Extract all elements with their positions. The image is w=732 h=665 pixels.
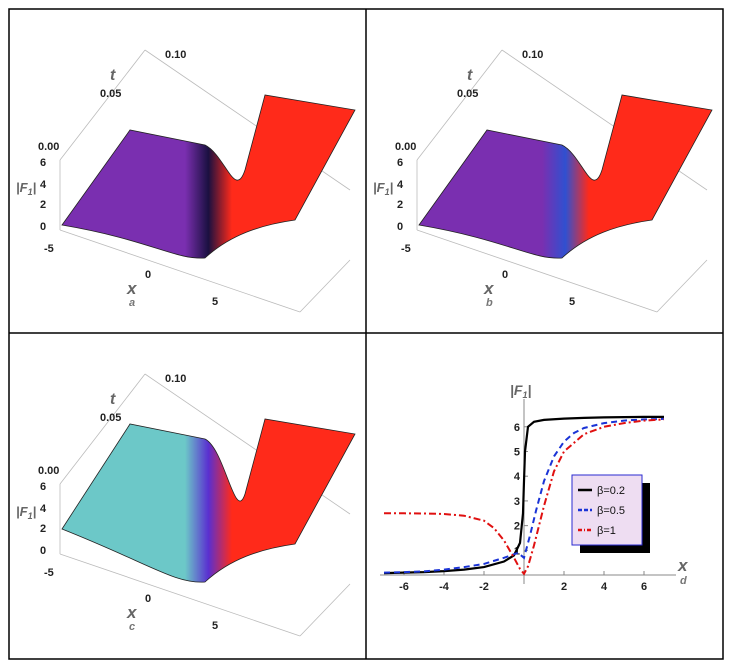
y-axis-label: |F1| [510, 382, 531, 400]
panel-a: 0.00 0.05 0.10 t 0 2 4 6 |F1| -5 0 5 xa [16, 49, 356, 313]
t-tick-label: 0.00 [38, 465, 59, 477]
f-tick-label: 4 [40, 503, 47, 515]
f-tick-label: 6 [397, 157, 403, 169]
y-tick-label: 5 [514, 446, 520, 458]
panel-tag: a [129, 297, 135, 309]
series-line [383, 417, 665, 574]
t-tick-label: 0.05 [100, 412, 121, 424]
x-tick-label: 0 [145, 593, 151, 605]
series-line [384, 418, 665, 576]
panel-tag: c [129, 621, 135, 633]
x-tick-label: 2 [561, 581, 567, 593]
x-tick-label: 5 [212, 620, 218, 632]
x-tick-label: 6 [641, 581, 647, 593]
panel-c: 0.00 0.05 0.10 t 0 2 4 6 |F1| -5 0 5 xc [16, 373, 356, 637]
y-tick-label: 6 [514, 422, 520, 434]
t-tick-label: 0.00 [395, 141, 416, 153]
f-axis-label: |F1| [373, 180, 393, 197]
x-tick-label: 4 [601, 581, 608, 593]
t-tick-label: 0.00 [38, 141, 59, 153]
f-axis-label: |F1| [16, 180, 36, 197]
series-line [383, 415, 664, 575]
box-edge [416, 49, 503, 161]
legend [571, 474, 643, 546]
legend-label: β=0.5 [597, 505, 625, 517]
surface-plot [418, 94, 713, 259]
f-tick-label: 2 [397, 199, 403, 211]
t-tick-label: 0.05 [100, 88, 121, 100]
legend-label: β=1 [597, 525, 616, 537]
x-axis-line [59, 229, 301, 313]
x-tick-label: -5 [44, 567, 54, 579]
x-tick-label: -5 [44, 243, 54, 255]
f-tick-label: 4 [40, 179, 47, 191]
x-tick-label: -6 [399, 581, 409, 593]
panel-tag: d [680, 575, 687, 587]
box-edge [299, 583, 351, 637]
x-tick-label: -2 [479, 581, 489, 593]
x-tick-label: 5 [569, 296, 575, 308]
surface-plot [61, 418, 356, 583]
t-tick-label: 0.10 [165, 373, 186, 385]
y-tick-label: 2 [514, 521, 520, 533]
box-edge [59, 49, 146, 161]
x-tick-label: -5 [401, 243, 411, 255]
legend-label: β=0.2 [597, 485, 625, 497]
f-tick-label: 6 [40, 481, 46, 493]
f-tick-label: 0 [40, 545, 46, 557]
x-axis-label: x [677, 556, 689, 575]
t-axis-label: t [110, 67, 116, 84]
t-axis-label: t [110, 391, 116, 408]
x-axis-label: x [126, 603, 138, 622]
x-axis-line [59, 553, 301, 637]
t-tick-label: 0.10 [165, 49, 186, 61]
y-tick-label: 3 [514, 496, 520, 508]
f-tick-label: 0 [40, 221, 46, 233]
f-tick-label: 6 [40, 157, 46, 169]
x-tick-label: 0 [145, 269, 151, 281]
surface-plot [61, 94, 356, 259]
box-edge [59, 373, 146, 485]
box-edge [656, 259, 708, 313]
t-tick-label: 0.10 [522, 49, 543, 61]
x-axis-label: x [483, 279, 495, 298]
t-axis-label: t [467, 67, 473, 84]
f-tick-label: 0 [397, 221, 403, 233]
x-tick-label: 5 [212, 296, 218, 308]
f-tick-label: 4 [397, 179, 404, 191]
x-tick-label: -4 [439, 581, 450, 593]
x-axis-label: x [126, 279, 138, 298]
panel-tag: b [486, 297, 493, 309]
panel-b: 0.00 0.05 0.10 t 0 2 4 6 |F1| -5 0 5 xb [373, 49, 713, 313]
t-tick-label: 0.05 [457, 88, 478, 100]
f-tick-label: 2 [40, 523, 46, 535]
box-edge [299, 259, 351, 313]
f-axis-label: |F1| [16, 504, 36, 521]
x-axis-line [416, 229, 658, 313]
x-tick-label: 0 [502, 269, 508, 281]
f-tick-label: 2 [40, 199, 46, 211]
y-tick-label: 4 [514, 471, 521, 483]
